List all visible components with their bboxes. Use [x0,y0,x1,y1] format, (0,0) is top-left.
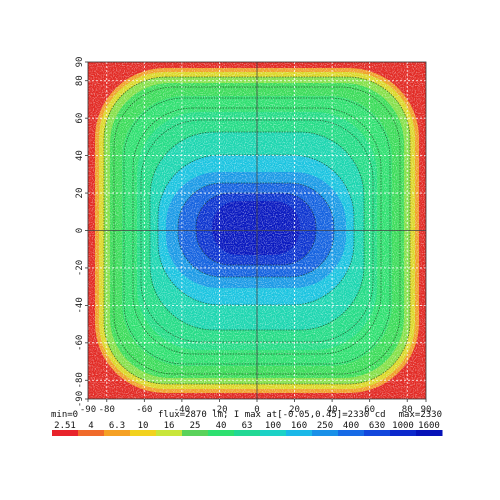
x-tick-label: 60 [364,405,375,415]
y-tick-label: 20 [75,188,85,199]
y-tick-label: -20 [75,260,85,276]
x-tick-label: -20 [211,405,227,415]
colorbar-label: 630 [369,421,385,431]
colorbar-label: 4 [88,421,93,431]
colorbar-segment [156,430,183,436]
y-tick-label: 60 [75,113,85,124]
x-tick-label: -90 [80,405,96,415]
colorbar-label: 16 [164,421,175,431]
y-tick-label: -60 [75,335,85,351]
y-tick-label: 0 [75,228,85,233]
colorbar-segment [338,430,365,436]
colorbar-label: 40 [216,421,227,431]
x-tick-label: 80 [402,405,413,415]
x-tick-label: 0 [254,405,259,415]
colorbar-label: 10 [138,421,149,431]
min-label: min=0 [51,410,78,420]
flux-label: flux=2870 lm; I max at[-0.05,0.45]=2330 … [158,410,386,420]
y-tick-label: 80 [75,75,85,86]
colorbar-segment [182,430,209,436]
colorbar-label: 1000 [392,421,414,431]
colorbar-label: 400 [343,421,359,431]
colorbar-label: 63 [242,421,253,431]
colorbar-label: 25 [190,421,201,431]
colorbar [52,430,443,436]
y-tick-label: -80 [75,372,85,388]
colorbar-label: 250 [317,421,333,431]
colorbar-labels: 2.51 4 6.3 10 16 25 40 63 100 160 250 400 630 1000 160… [54,421,440,431]
x-tick-label: 90 [421,405,432,415]
x-tick-label: -80 [99,405,115,415]
colorbar-segment [364,430,391,436]
colorbar-segment [78,430,105,436]
max-label: max=2330 [399,410,442,420]
colorbar-segment [104,430,131,436]
colorbar-label: 160 [291,421,307,431]
x-axis-ticks: -90 -80 -60 -40 -20 0 20 40 60 80 90 [80,399,432,415]
y-tick-label: 90 [75,57,85,68]
colorbar-segment [234,430,261,436]
plot-grid [88,62,426,399]
x-tick-label: -40 [174,405,190,415]
colorbar-segment [390,430,417,436]
y-tick-label: 40 [75,150,85,161]
colorbar-segment [130,430,157,436]
colorbar-label: 100 [265,421,281,431]
colorbar-segment [286,430,313,436]
colorbar-label: 2.51 [54,421,76,431]
y-tick-label: -40 [75,297,85,313]
colorbar-segment [52,430,79,436]
x-tick-label: -60 [136,405,152,415]
y-axis-ticks: -90 -80 -60 -40 -20 0 20 40 60 80 90 [75,57,88,407]
colorbar-segment [260,430,287,436]
x-tick-label: 40 [327,405,338,415]
colorbar-label: 1600 [418,421,440,431]
colorbar-segment [208,430,235,436]
colorbar-segment [416,430,443,436]
y-tick-label: -90 [75,391,85,407]
colorbar-label: 6.3 [109,421,125,431]
colorbar-segment [312,430,339,436]
x-tick-label: 20 [289,405,300,415]
